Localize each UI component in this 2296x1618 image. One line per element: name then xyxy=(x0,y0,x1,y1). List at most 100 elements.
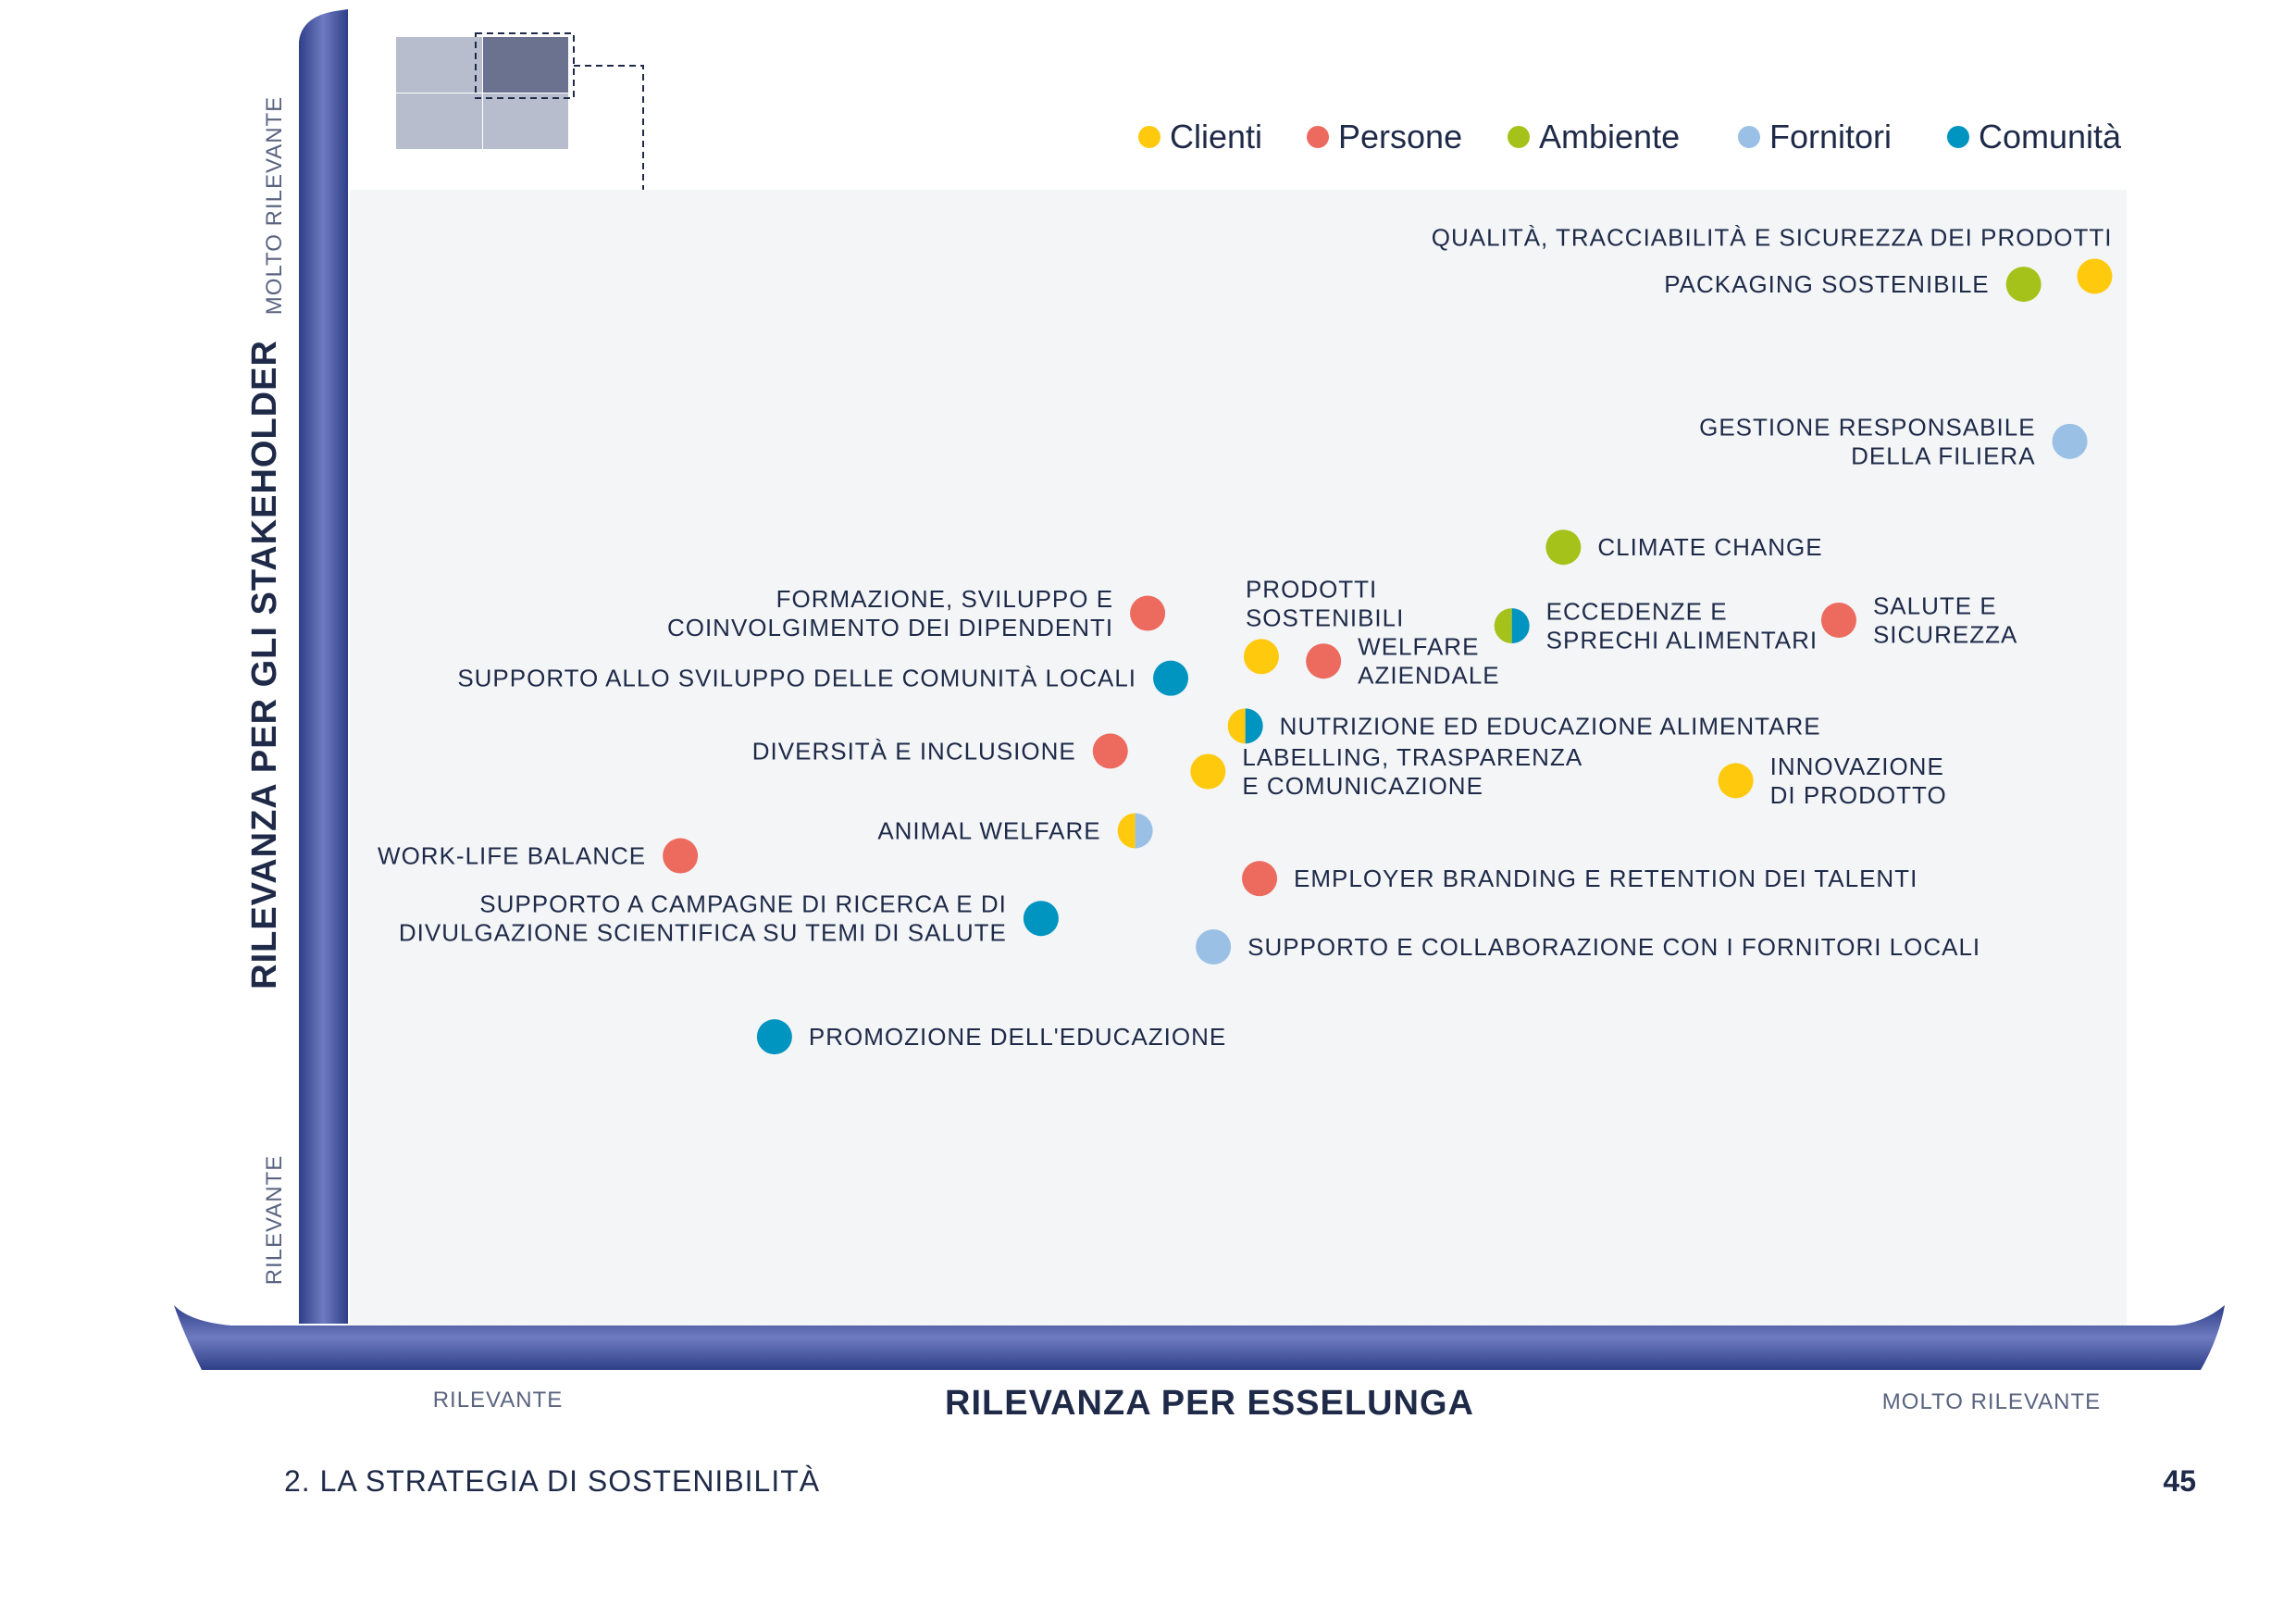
point-label-line: SOSTENIBILI xyxy=(1246,604,1404,631)
point-label: PRODOTTI SOSTENIBILI xyxy=(1246,575,1404,631)
legend-marker-persone xyxy=(1307,126,1329,148)
point-marker-comunita xyxy=(1153,660,1189,696)
point-label-line: CLIMATE CHANGE xyxy=(1597,533,1822,561)
point-half-clienti xyxy=(1227,708,1246,744)
point-label-line: PROMOZIONE DELL'EDUCAZIONE xyxy=(809,1023,1226,1051)
point-label: INNOVAZIONE DI PRODOTTO xyxy=(1770,753,1947,809)
point-half-clienti xyxy=(1117,813,1136,849)
point-marker-clienti xyxy=(1718,763,1754,799)
point-label-line: SUPPORTO ALLO SVILUPPO DELLE COMUNITÀ LO… xyxy=(457,665,1136,692)
x-axis-low-label: RILEVANTE xyxy=(433,1388,564,1413)
point-label: DIVERSITÀ E INCLUSIONE xyxy=(752,737,1076,765)
legend-item-fornitori: Fornitori xyxy=(1738,118,1892,156)
point-label: SALUTE E SICUREZZA xyxy=(1873,591,2017,648)
point-label-line: GESTIONE RESPONSABILE xyxy=(1699,413,2035,441)
legend-label-persone: Persone xyxy=(1338,118,1462,156)
data-point xyxy=(1153,660,1189,696)
data-point xyxy=(1117,813,1153,849)
legend-item-comunita: Comunità xyxy=(1947,118,2122,156)
point-label: SUPPORTO E COLLABORAZIONE CON I FORNITOR… xyxy=(1247,933,1980,961)
point-half-comunita xyxy=(1245,708,1263,744)
legend-marker-clienti xyxy=(1138,126,1160,148)
data-point xyxy=(2052,423,2088,459)
data-point xyxy=(1718,763,1754,799)
y-axis-title: RILEVANZA PER GLI STAKEHOLDER xyxy=(245,340,284,989)
data-point xyxy=(1190,753,1226,790)
point-label: SUPPORTO A CAMPAGNE DI RICERCA E DI DIVUL… xyxy=(399,890,1007,947)
data-point xyxy=(1243,639,1279,675)
legend-label-clienti: Clienti xyxy=(1170,118,1262,156)
data-labels: QUALITÀ, TRACCIABILITÀ E SICUREZZA DEI P… xyxy=(378,223,2113,1051)
point-label: QUALITÀ, TRACCIABILITÀ E SICUREZZA DEI P… xyxy=(1432,223,2113,251)
point-marker-comunita xyxy=(1023,901,1059,937)
point-label-line: SUPPORTO A CAMPAGNE DI RICERCA E DI xyxy=(479,890,1007,918)
data-point xyxy=(663,838,699,874)
data-point xyxy=(1227,708,1263,744)
x-axis-title: RILEVANZA PER ESSELUNGA xyxy=(945,1384,1474,1423)
point-marker-clienti xyxy=(2077,258,2113,294)
point-label: WELFARE AZIENDALE xyxy=(1358,633,1500,690)
point-marker-persone xyxy=(1242,861,1278,897)
data-point xyxy=(1820,602,1856,638)
point-marker-ambiente xyxy=(2005,267,2042,303)
plot-area xyxy=(350,190,2127,1328)
point-label-line: DIVERSITÀ E INCLUSIONE xyxy=(752,737,1076,765)
legend-item-persone: Persone xyxy=(1307,118,1462,156)
point-label-line: INNOVAZIONE xyxy=(1770,753,1944,780)
footer-section-title: 2. LA STRATEGIA DI SOSTENIBILITÀ xyxy=(284,1464,821,1498)
data-point xyxy=(1092,733,1128,769)
legend-marker-fornitori xyxy=(1738,126,1760,148)
point-label-line: PACKAGING SOSTENIBILE xyxy=(1664,270,1989,298)
point-label: PROMOZIONE DELL'EDUCAZIONE xyxy=(809,1023,1226,1051)
point-marker-persone xyxy=(663,838,699,874)
point-label: GESTIONE RESPONSABILE DELLA FILIERA xyxy=(1699,413,2035,469)
legend-label-fornitori: Fornitori xyxy=(1769,118,1892,156)
point-marker-persone xyxy=(1306,643,1342,679)
point-label-line: SPRECHI ALIMENTARI xyxy=(1546,627,1818,654)
point-marker-persone xyxy=(1092,733,1128,769)
data-point xyxy=(1545,529,1582,566)
point-label-line: COINVOLGIMENTO DEI DIPENDENTI xyxy=(667,614,1113,641)
point-label-line: WELFARE xyxy=(1358,633,1479,661)
data-point xyxy=(2005,267,2042,303)
point-label-line: DELLA FILIERA xyxy=(1851,442,2035,469)
point-label: ECCEDENZE E SPRECHI ALIMENTARI xyxy=(1546,598,1818,654)
point-label: PACKAGING SOSTENIBILE xyxy=(1664,270,1989,298)
data-points xyxy=(663,258,2113,1055)
point-half-ambiente xyxy=(1494,608,1512,644)
point-label: ANIMAL WELFARE xyxy=(877,816,1100,844)
data-point xyxy=(756,1019,792,1055)
data-point xyxy=(1023,901,1059,937)
legend-marker-ambiente xyxy=(1508,126,1530,148)
y-axis-high-label: MOLTO RILEVANTE xyxy=(262,96,287,315)
legend-item-ambiente: Ambiente xyxy=(1508,118,1680,156)
legend-item-clienti: Clienti xyxy=(1138,118,1262,156)
point-label: WORK-LIFE BALANCE xyxy=(378,842,646,870)
point-label-line: FORMAZIONE, SVILUPPO E xyxy=(776,585,1113,613)
point-half-fornitori xyxy=(1135,813,1153,849)
point-label: CLIMATE CHANGE xyxy=(1597,533,1822,561)
point-label: LABELLING, TRASPARENZA E COMUNICAZIONE xyxy=(1242,743,1582,800)
point-marker-clienti xyxy=(1243,639,1279,675)
point-label: NUTRIZIONE ED EDUCAZIONE ALIMENTARE xyxy=(1280,712,1821,740)
legend-marker-comunita xyxy=(1947,126,1969,148)
data-point xyxy=(1196,928,1232,965)
legend: Clienti Persone Ambiente Fornitori Comunità xyxy=(1138,118,2122,156)
point-marker-persone xyxy=(1130,595,1166,631)
point-label-line: LABELLING, TRASPARENZA xyxy=(1242,743,1582,771)
point-label: EMPLOYER BRANDING E RETENTION DEI TALENT… xyxy=(1294,865,1917,892)
point-label-line: SUPPORTO E COLLABORAZIONE CON I FORNITOR… xyxy=(1247,933,1980,961)
point-marker-persone xyxy=(1820,602,1856,638)
point-label: SUPPORTO ALLO SVILUPPO DELLE COMUNITÀ LO… xyxy=(457,665,1136,692)
quadrant-key-icon xyxy=(396,32,644,190)
y-axis-low-label: RILEVANTE xyxy=(262,1155,287,1286)
point-label-line: ECCEDENZE E xyxy=(1546,598,1728,626)
point-label-line: EMPLOYER BRANDING E RETENTION DEI TALENT… xyxy=(1294,865,1917,892)
point-label-line: ANIMAL WELFARE xyxy=(877,816,1100,844)
point-marker-clienti xyxy=(1190,753,1226,790)
point-label-line: WORK-LIFE BALANCE xyxy=(378,842,646,870)
data-point xyxy=(1494,608,1530,644)
y-axis-bar xyxy=(299,9,348,1324)
data-point xyxy=(2077,258,2113,294)
x-axis-high-label: MOLTO RILEVANTE xyxy=(1882,1389,2101,1414)
